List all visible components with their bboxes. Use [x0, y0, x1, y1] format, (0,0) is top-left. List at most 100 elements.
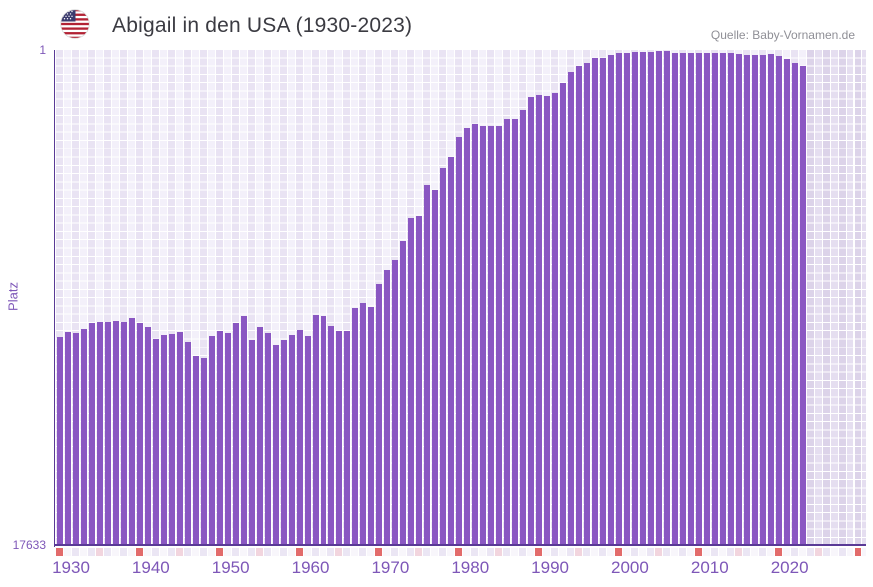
- bar-1996[interactable]: [584, 63, 590, 546]
- bar-1971[interactable]: [384, 270, 391, 546]
- bar-1943[interactable]: [160, 335, 167, 546]
- bar-1939[interactable]: [128, 317, 135, 546]
- bar-1946[interactable]: [184, 342, 191, 546]
- bar-1964[interactable]: [328, 326, 335, 546]
- bar-1949[interactable]: [208, 336, 215, 546]
- bar-1970[interactable]: [376, 284, 383, 546]
- bar-2013[interactable]: [719, 52, 726, 546]
- bar-1974[interactable]: [408, 217, 415, 546]
- bar-1992[interactable]: [552, 92, 559, 546]
- bar-1954[interactable]: [248, 340, 255, 546]
- bar-1938[interactable]: [120, 322, 127, 546]
- bar-1997[interactable]: [591, 58, 598, 546]
- x-tick-label-1960: 1960: [291, 558, 330, 577]
- bar-1955[interactable]: [256, 326, 263, 546]
- bar-1973[interactable]: [400, 241, 407, 546]
- bar-1933[interactable]: [80, 329, 87, 546]
- bar-1998[interactable]: [599, 58, 606, 546]
- bar-1994[interactable]: [568, 71, 575, 546]
- bar-1960[interactable]: [296, 329, 303, 546]
- bar-2016[interactable]: [743, 55, 750, 546]
- bar-1951[interactable]: [224, 333, 231, 546]
- bar-1989[interactable]: [528, 96, 535, 546]
- bar-1988[interactable]: [520, 109, 527, 546]
- bar-2015[interactable]: [735, 53, 742, 546]
- bar-1948[interactable]: [200, 357, 207, 546]
- bar-2017[interactable]: [751, 54, 758, 546]
- bar-1965[interactable]: [336, 331, 343, 546]
- bar-2022[interactable]: [791, 62, 798, 546]
- year-marker-2002: [630, 548, 639, 556]
- year-marker-1934: [87, 548, 96, 556]
- bar-2006[interactable]: [663, 51, 670, 546]
- bar-1953[interactable]: [240, 316, 247, 546]
- bar-1962[interactable]: [312, 315, 319, 546]
- bar-1932[interactable]: [72, 332, 79, 546]
- bar-1947[interactable]: [192, 355, 199, 546]
- bar-1930[interactable]: [57, 337, 63, 546]
- bar-1969[interactable]: [368, 306, 375, 546]
- bar-1959[interactable]: [288, 335, 295, 546]
- bar-2003[interactable]: [639, 51, 646, 546]
- bar-2023[interactable]: [799, 65, 806, 546]
- bar-1934[interactable]: [88, 322, 95, 546]
- bar-1984[interactable]: [488, 125, 495, 546]
- bar-1975[interactable]: [416, 216, 423, 546]
- bar-1942[interactable]: [152, 338, 159, 546]
- bar-2010[interactable]: [695, 52, 702, 546]
- bar-2001[interactable]: [623, 52, 630, 546]
- bar-1956[interactable]: [264, 333, 271, 546]
- bar-2011[interactable]: [703, 52, 710, 546]
- bar-1945[interactable]: [176, 332, 183, 546]
- bar-1968[interactable]: [360, 303, 367, 546]
- bar-2007[interactable]: [671, 52, 678, 546]
- bar-1963[interactable]: [320, 316, 327, 546]
- bar-2021[interactable]: [783, 58, 790, 546]
- bar-1993[interactable]: [560, 83, 567, 546]
- bar-2014[interactable]: [727, 52, 734, 546]
- bar-1967[interactable]: [352, 308, 359, 546]
- bar-1979[interactable]: [448, 156, 455, 546]
- bar-1940[interactable]: [136, 323, 143, 546]
- bar-1999[interactable]: [607, 55, 614, 546]
- bar-2009[interactable]: [687, 52, 694, 546]
- bar-1978[interactable]: [440, 167, 447, 546]
- bar-2019[interactable]: [767, 54, 774, 546]
- bar-2020[interactable]: [775, 55, 782, 546]
- bar-2008[interactable]: [679, 52, 686, 546]
- bar-1981[interactable]: [464, 127, 471, 546]
- bar-2004[interactable]: [647, 51, 654, 546]
- bar-1941[interactable]: [144, 326, 151, 546]
- bar-1961[interactable]: [304, 336, 311, 546]
- bar-1985[interactable]: [496, 125, 503, 546]
- bar-1952[interactable]: [232, 322, 239, 546]
- bar-1980[interactable]: [456, 136, 463, 546]
- bar-1935[interactable]: [96, 322, 103, 546]
- bar-1966[interactable]: [344, 331, 351, 546]
- year-marker-2024: [806, 548, 815, 556]
- bar-2018[interactable]: [759, 54, 766, 546]
- bar-2002[interactable]: [631, 51, 638, 546]
- bar-1991[interactable]: [544, 96, 551, 546]
- year-marker-1995: [575, 548, 583, 556]
- bar-1931[interactable]: [64, 332, 71, 546]
- bar-2000[interactable]: [615, 52, 622, 546]
- bar-1990[interactable]: [536, 94, 543, 546]
- bar-1936[interactable]: [104, 322, 111, 546]
- bar-1950[interactable]: [216, 331, 223, 546]
- bar-1995[interactable]: [576, 66, 582, 546]
- bar-1972[interactable]: [392, 260, 399, 546]
- bar-1976[interactable]: [424, 184, 431, 546]
- bar-1958[interactable]: [280, 340, 287, 546]
- bar-1937[interactable]: [112, 320, 119, 546]
- bar-2005[interactable]: [655, 50, 662, 546]
- bar-2012[interactable]: [711, 52, 718, 546]
- bar-1977[interactable]: [432, 190, 439, 546]
- bar-1957[interactable]: [272, 345, 279, 546]
- bar-1944[interactable]: [168, 333, 175, 546]
- bar-1987[interactable]: [512, 119, 519, 546]
- year-marker-1953: [239, 548, 248, 556]
- bar-1983[interactable]: [480, 125, 487, 546]
- bar-1986[interactable]: [504, 119, 511, 546]
- bar-1982[interactable]: [472, 123, 479, 546]
